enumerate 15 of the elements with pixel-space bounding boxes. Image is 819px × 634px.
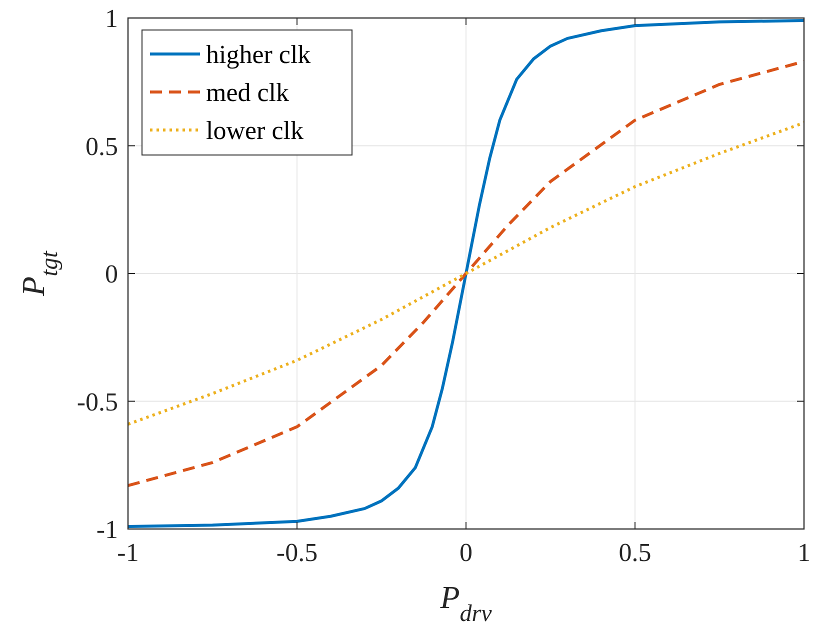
x-tick-label: -0.5 (276, 538, 318, 567)
y-tick-label: 1 (105, 4, 118, 33)
legend-label: med clk (206, 78, 290, 107)
line-series (126, 19, 806, 528)
x-axis-title: P$_{drv}$ (439, 579, 492, 627)
x-tick-label: 0 (460, 538, 472, 567)
y-tick-label: -1 (96, 515, 118, 544)
y-tick-label: 0 (105, 260, 118, 288)
legend-label: higher clk (206, 40, 311, 69)
x-tick-label: 0.5 (618, 538, 652, 567)
line-series (126, 121, 806, 426)
legend-label: lower clk (206, 116, 304, 145)
y-tick-label: -0.5 (76, 387, 118, 416)
x-tick-label: 1 (798, 538, 810, 567)
y-tick-label: 0.5 (86, 132, 118, 161)
